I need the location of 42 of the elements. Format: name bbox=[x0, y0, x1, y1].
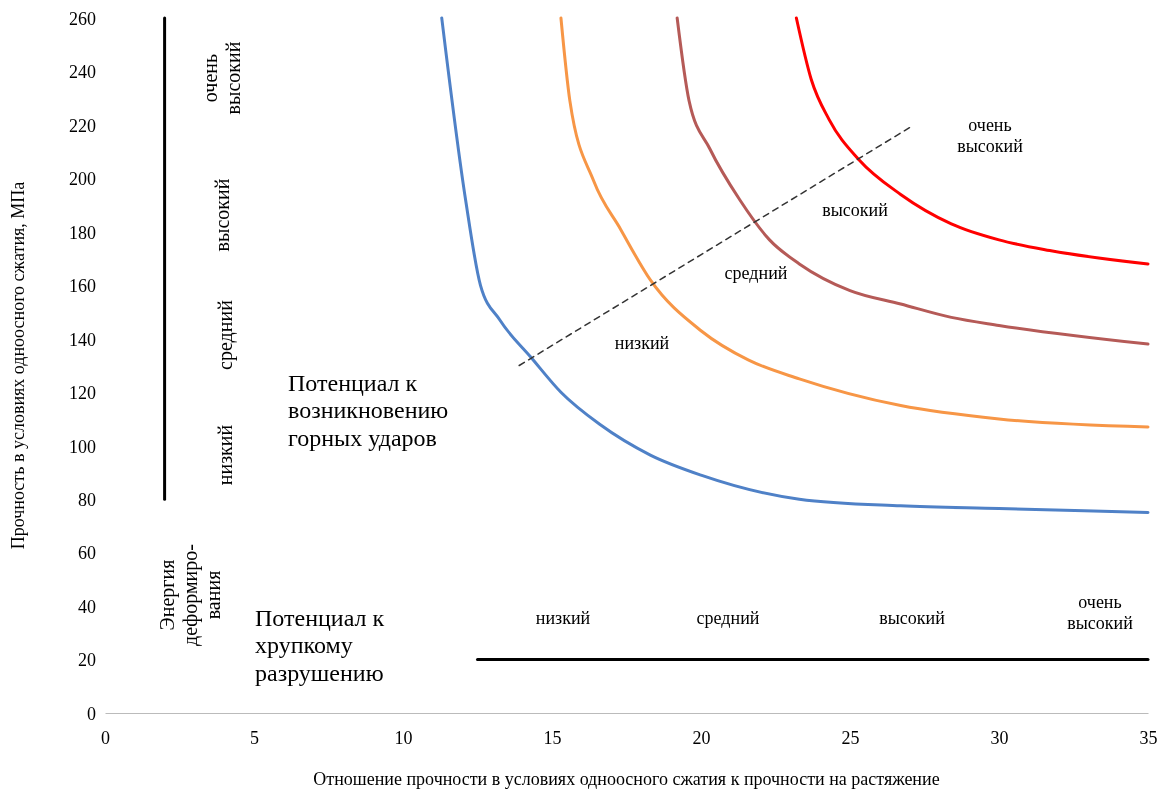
x-tick-label: 25 bbox=[841, 727, 860, 748]
x-tick-label: 20 bbox=[692, 727, 711, 748]
y-tick-label: 260 bbox=[69, 8, 96, 29]
annotation: Потенциал к хрупкому разрушению bbox=[255, 604, 385, 686]
annotation: средний bbox=[724, 263, 788, 284]
annotation: Энергия деформиро- вания bbox=[156, 544, 224, 646]
annotation: Потенциал к возникновению горных ударов bbox=[288, 369, 449, 451]
line-series bbox=[675, 16, 1150, 346]
annotation: очень высокий bbox=[198, 41, 244, 115]
y-tick-label: 100 bbox=[69, 436, 96, 457]
annotation: очень высокий bbox=[957, 114, 1024, 156]
annotation: средний bbox=[214, 299, 237, 370]
line-series bbox=[559, 16, 1150, 429]
y-tick-label: 40 bbox=[78, 596, 96, 617]
x-tick-label: 5 bbox=[250, 727, 259, 748]
annotation: средний bbox=[696, 608, 760, 629]
y-tick-label: 60 bbox=[78, 543, 96, 564]
y-tick-label: 240 bbox=[69, 62, 96, 83]
annotation: очень высокий bbox=[1067, 591, 1134, 633]
annotation: низкий bbox=[614, 333, 670, 354]
x-tick-label: 10 bbox=[394, 727, 413, 748]
x-tick-label: 15 bbox=[543, 727, 562, 748]
y-tick-label: 140 bbox=[69, 329, 96, 350]
x-tick-label: 0 bbox=[101, 727, 110, 748]
y-tick-label: 160 bbox=[69, 276, 96, 297]
y-tick-label: 220 bbox=[69, 115, 96, 136]
y-tick-label: 0 bbox=[87, 703, 96, 724]
x-axis-title: Отношение прочности в условиях одноосного сжатия к прочности на растяжение bbox=[313, 769, 940, 789]
annotation: низкий bbox=[214, 424, 236, 486]
y-axis-title: Прочность в условиях одноосного сжатия, МПа bbox=[8, 181, 28, 550]
annotation: низкий bbox=[535, 608, 591, 629]
line-series bbox=[794, 16, 1150, 266]
y-tick-label: 80 bbox=[78, 489, 96, 510]
x-tick-label: 30 bbox=[990, 727, 1009, 748]
annotation: высокий bbox=[211, 178, 233, 252]
x-tick-label: 35 bbox=[1139, 727, 1158, 748]
y-tick-label: 180 bbox=[69, 222, 96, 243]
y-tick-label: 20 bbox=[78, 650, 96, 671]
annotation: высокий bbox=[879, 608, 946, 629]
annotation: высокий bbox=[822, 200, 889, 221]
y-tick-label: 120 bbox=[69, 383, 96, 404]
y-tick-label: 200 bbox=[69, 169, 96, 190]
